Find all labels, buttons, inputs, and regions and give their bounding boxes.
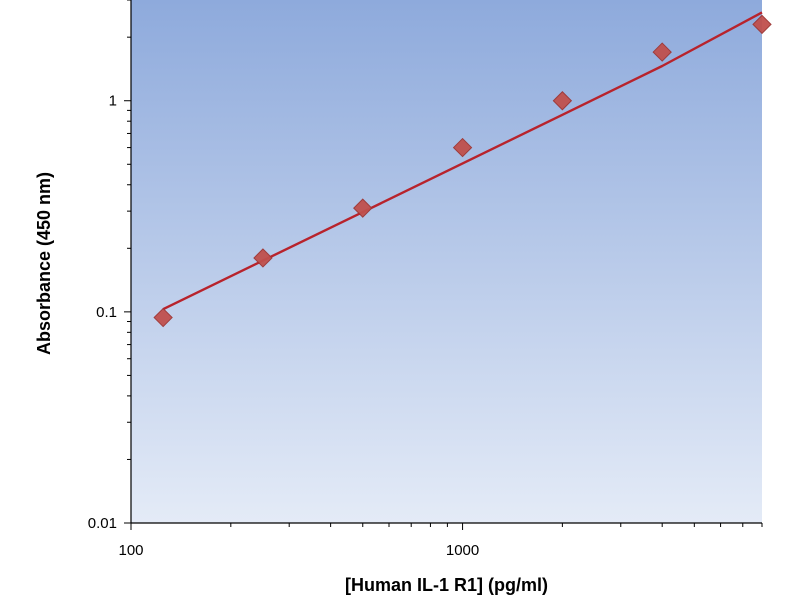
x-tick-label: 100	[118, 542, 143, 559]
x-tick-label: 1000	[446, 542, 479, 559]
data-point	[153, 307, 173, 328]
x-axis-title: [Human IL-1 R1] (pg/ml)	[345, 575, 548, 595]
data-point	[452, 137, 473, 158]
y-tick-label: 1	[109, 93, 117, 110]
data-point	[552, 91, 573, 111]
data-point	[652, 42, 672, 62]
data-point	[253, 248, 273, 268]
y-tick-label: 0.01	[88, 515, 117, 532]
y-tick-label: 0.1	[96, 304, 117, 321]
data-point	[752, 14, 772, 35]
plot-area	[131, 0, 762, 523]
y-axis-title: Absorbance (450 nm)	[34, 172, 54, 355]
data-point	[353, 198, 373, 218]
